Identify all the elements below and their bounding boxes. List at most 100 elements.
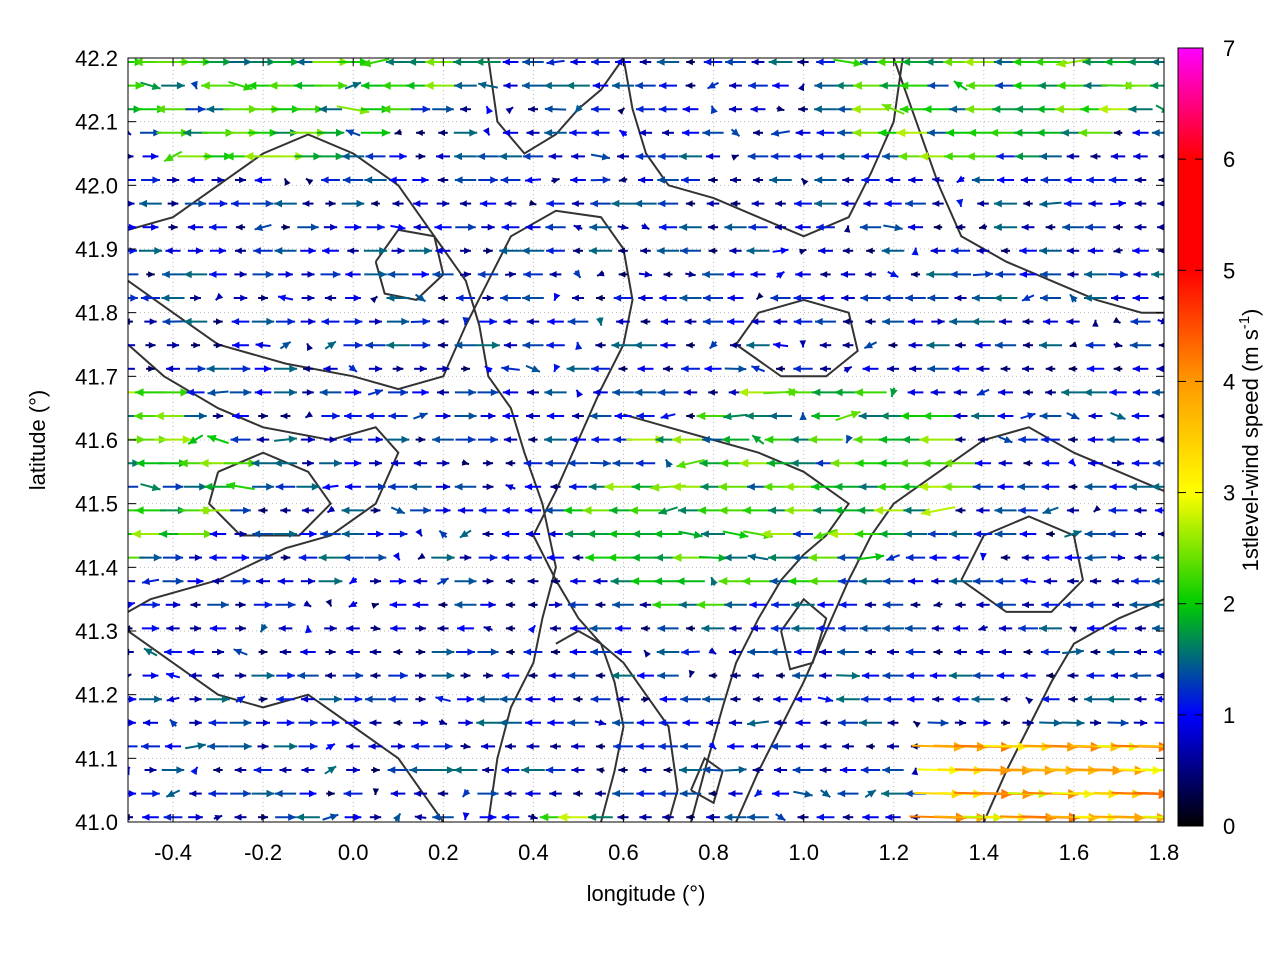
- wind-arrow: [431, 671, 455, 680]
- wind-arrow-head: [1085, 601, 1094, 609]
- wind-arrow-head: [1085, 223, 1093, 231]
- wind-arrow: [367, 530, 384, 538]
- wind-arrow-head: [996, 672, 1005, 680]
- wind-arrow-head: [133, 411, 143, 421]
- wind-arrow: [566, 365, 590, 373]
- wind-arrow-head: [706, 813, 714, 821]
- wind-arrow: [1022, 341, 1034, 349]
- wind-arrow-head: [504, 200, 512, 207]
- wind-arrow-head: [486, 459, 494, 467]
- wind-arrow-head: [671, 435, 681, 444]
- wind-arrow-head: [658, 789, 666, 798]
- wind-arrow-head: [182, 435, 192, 444]
- wind-arrow-head: [121, 342, 128, 349]
- wind-arrow-head: [590, 695, 599, 703]
- wind-arrow-head: [195, 247, 204, 255]
- wind-arrow: [524, 176, 542, 184]
- wind-arrow-head: [761, 529, 771, 539]
- wind-arrow-head: [194, 554, 202, 561]
- wind-arrow-head: [663, 766, 671, 774]
- wind-arrow: [1127, 58, 1154, 66]
- wind-arrow: [207, 388, 229, 397]
- wind-arrow: [503, 341, 518, 349]
- wind-arrow: [1129, 601, 1152, 609]
- wind-arrow: [142, 152, 159, 160]
- wind-arrow-head: [468, 223, 476, 231]
- wind-arrow-head: [226, 481, 236, 490]
- wind-arrow: [567, 671, 589, 680]
- wind-arrow: [707, 223, 719, 231]
- wind-arrow: [386, 341, 410, 349]
- wind-arrow: [322, 247, 339, 255]
- wind-arrow: [775, 200, 786, 207]
- wind-arrow: [842, 813, 854, 821]
- wind-arrow-head: [707, 223, 715, 231]
- wind-arrow-head: [221, 601, 229, 609]
- wind-arrow-head: [680, 742, 688, 751]
- wind-arrow-head: [373, 624, 381, 632]
- wind-arrow: [747, 648, 769, 656]
- wind-arrow: [1069, 341, 1077, 348]
- wind-arrow-head: [686, 342, 693, 349]
- wind-arrow-head: [1114, 341, 1123, 348]
- wind-arrow-head: [194, 719, 202, 727]
- wind-arrow-head: [636, 412, 644, 420]
- wind-arrow-head: [149, 318, 157, 325]
- wind-arrow: [190, 80, 198, 90]
- wind-arrow-head: [899, 105, 909, 114]
- wind-arrow-head: [708, 672, 716, 679]
- wind-arrow-head: [979, 552, 987, 561]
- wind-arrow: [681, 176, 700, 184]
- wind-arrow: [618, 271, 628, 278]
- wind-arrow-head: [710, 105, 718, 115]
- wind-arrow-head: [1151, 601, 1160, 609]
- wind-arrow-head: [741, 577, 751, 586]
- wind-arrow-head: [747, 719, 756, 727]
- wind-arrow: [546, 341, 565, 349]
- wind-arrow-head: [1113, 365, 1121, 372]
- wind-arrow: [641, 222, 650, 231]
- wind-arrow-head: [927, 294, 936, 302]
- wind-arrow-head: [454, 601, 463, 609]
- wind-arrow: [235, 695, 246, 704]
- wind-arrow: [459, 200, 472, 207]
- wind-arrow: [1023, 200, 1033, 207]
- wind-arrow-head: [1041, 436, 1049, 444]
- wind-arrow-head: [1039, 247, 1047, 255]
- wind-arrow-head: [136, 459, 145, 468]
- wind-arrow-head: [953, 412, 961, 420]
- wind-arrow-head: [546, 554, 555, 562]
- wind-arrow: [258, 412, 268, 420]
- wind-arrow: [253, 766, 273, 774]
- wind-arrow: [319, 459, 342, 467]
- wind-arrow-head: [738, 365, 747, 373]
- wind-arrow: [477, 388, 499, 397]
- wind-arrow: [321, 412, 340, 420]
- wind-arrow: [275, 483, 296, 491]
- wind-arrow: [861, 152, 880, 160]
- wind-arrow: [1056, 58, 1090, 68]
- wind-arrow-head: [374, 813, 382, 821]
- wind-arrow: [724, 601, 747, 609]
- wind-arrow: [524, 506, 542, 514]
- wind-arrow-head: [814, 105, 822, 113]
- wind-arrow-head: [882, 624, 890, 633]
- wind-arrow: [1111, 294, 1125, 302]
- wind-arrow: [344, 388, 362, 396]
- wind-arrow-head: [464, 554, 472, 561]
- wind-arrow: [776, 672, 785, 679]
- wind-arrow-head: [1151, 553, 1160, 562]
- wind-arrow-head: [151, 152, 159, 160]
- wind-arrow-head: [521, 81, 530, 90]
- wind-arrow-head: [113, 530, 122, 538]
- x-axis-label: longitude (°): [587, 881, 706, 906]
- wind-arrow-head: [352, 766, 360, 774]
- wind-arrow-head: [459, 530, 469, 538]
- wind-arrow-head: [128, 625, 131, 632]
- wind-arrow-head: [774, 719, 782, 727]
- wind-arrow: [165, 672, 181, 680]
- wind-arrow: [501, 530, 520, 538]
- wind-arrow-head: [329, 436, 337, 443]
- wind-arrow-head: [523, 554, 532, 562]
- wind-arrow-head: [1018, 435, 1026, 444]
